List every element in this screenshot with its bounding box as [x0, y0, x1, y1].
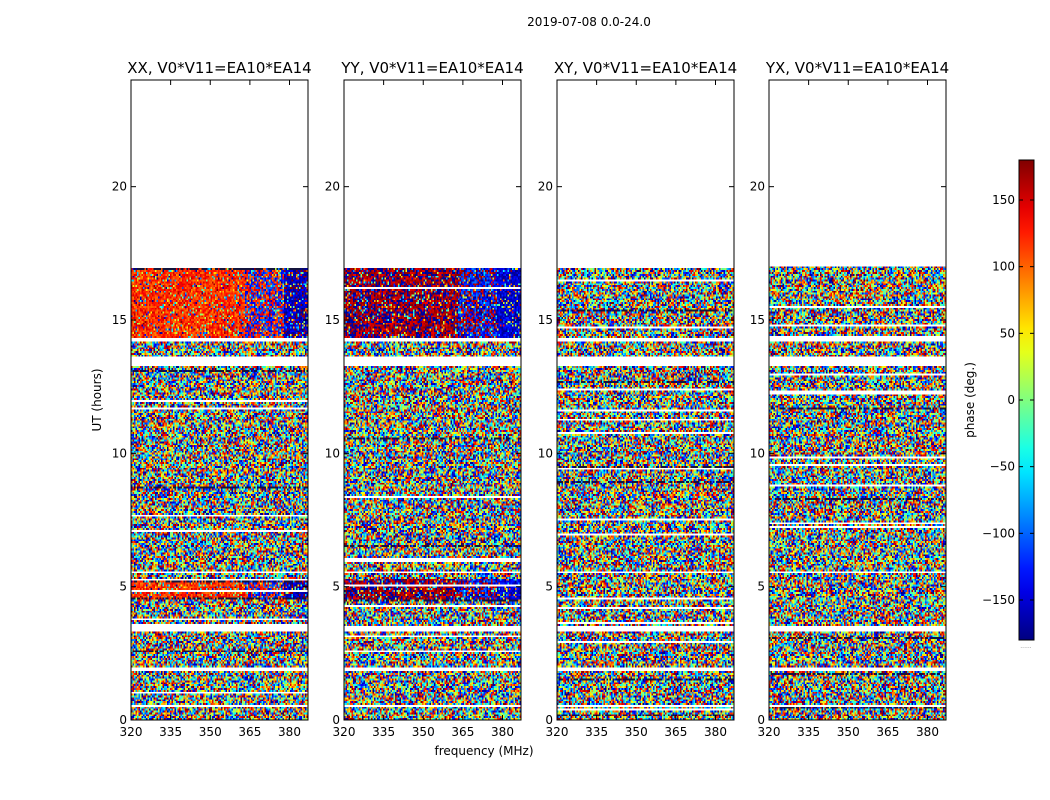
- colorbar-tick-label: 0: [1007, 393, 1015, 407]
- panel-frame: [768, 79, 947, 721]
- x-tick-label: 320: [120, 725, 143, 739]
- figure-suptitle: 2019-07-08 0.0-24.0: [527, 15, 651, 29]
- x-tick-label: 350: [412, 725, 435, 739]
- x-tick-label: 350: [837, 725, 860, 739]
- y-tick-label: 0: [332, 713, 340, 727]
- colorbar-tick-label: −100: [982, 526, 1015, 540]
- colorbar-tick-label: 150: [992, 193, 1015, 207]
- y-tick-label: 0: [757, 713, 765, 727]
- x-tick-label: 335: [585, 725, 608, 739]
- x-axis-label: frequency (MHz): [434, 744, 533, 758]
- x-tick-label: 365: [664, 725, 687, 739]
- x-tick-label: 320: [546, 725, 569, 739]
- heatmap-image: [131, 80, 308, 720]
- y-tick-label: 0: [119, 713, 127, 727]
- x-tick-label: 350: [625, 725, 648, 739]
- x-tick-label: 380: [278, 725, 301, 739]
- y-tick-label: 0: [545, 713, 553, 727]
- panel-yy: YY, V0*V11=EA10*EA14 320 335 350 365 380 0 5 10 1…: [325, 59, 524, 739]
- x-tick-label: 365: [451, 725, 474, 739]
- x-tick-label: 365: [876, 725, 899, 739]
- x-tick-label: 365: [238, 725, 261, 739]
- colorbar: 150 100 50 0 −50 −100 −150: [982, 159, 1035, 641]
- y-tick-label: 10: [538, 446, 553, 460]
- colorbar-extra: ......: [1020, 643, 1032, 650]
- x-tick-label: 380: [916, 725, 939, 739]
- y-tick-label: 20: [750, 180, 765, 194]
- panel-xy: XY, V0*V11=EA10*EA14 320 335 350 365 380 0 5 10 1…: [538, 59, 737, 739]
- panel-title: XX, V0*V11=EA10*EA14: [127, 59, 311, 77]
- y-tick-label: 20: [325, 180, 340, 194]
- heatmap-image: [344, 80, 521, 720]
- x-tick-label: 380: [491, 725, 514, 739]
- x-tick-label: 380: [704, 725, 727, 739]
- y-tick-label: 5: [757, 580, 765, 594]
- y-tick-label: 5: [545, 580, 553, 594]
- panel-frame: [556, 79, 735, 721]
- panel-frame: [343, 79, 522, 721]
- x-tick-label: 320: [333, 725, 356, 739]
- panels: XX, V0*V11=EA10*EA14 320 335 350 365 380 0 5 10 1…: [112, 59, 949, 739]
- heatmap-image: [769, 80, 946, 720]
- colorbar-label: phase (deg.): [963, 362, 977, 438]
- y-tick-label: 20: [538, 180, 553, 194]
- panel-title: YX, V0*V11=EA10*EA14: [765, 59, 949, 77]
- y-tick-label: 5: [332, 580, 340, 594]
- y-tick-label: 15: [325, 313, 340, 327]
- panel-title: YY, V0*V11=EA10*EA14: [340, 59, 523, 77]
- colorbar-tick-label: −50: [990, 460, 1015, 474]
- x-tick-label: 320: [758, 725, 781, 739]
- y-tick-label: 10: [325, 446, 340, 460]
- y-tick-label: 10: [750, 446, 765, 460]
- colorbar-tick-label: −150: [982, 593, 1015, 607]
- y-tick-label: 5: [119, 580, 127, 594]
- panel-frame: [130, 79, 309, 721]
- x-tick-label: 350: [199, 725, 222, 739]
- x-tick-label: 335: [797, 725, 820, 739]
- colorbar-tick-label: 100: [992, 260, 1015, 274]
- y-tick-label: 15: [538, 313, 553, 327]
- panel-xx: XX, V0*V11=EA10*EA14 320 335 350 365 380 0 5 10 1…: [112, 59, 312, 739]
- panel-title: XY, V0*V11=EA10*EA14: [554, 59, 737, 77]
- heatmap-image: [557, 80, 734, 720]
- y-tick-label: 15: [112, 313, 127, 327]
- y-tick-label: 10: [112, 446, 127, 460]
- y-tick-label: 20: [112, 180, 127, 194]
- x-tick-label: 335: [159, 725, 182, 739]
- y-axis-label: UT (hours): [90, 368, 104, 431]
- y-tick-label: 15: [750, 313, 765, 327]
- colorbar-tick-label: 50: [1000, 326, 1015, 340]
- panel-yx: YX, V0*V11=EA10*EA14 320 335 350 365 380 0 5 10 1…: [750, 59, 949, 739]
- x-tick-label: 335: [372, 725, 395, 739]
